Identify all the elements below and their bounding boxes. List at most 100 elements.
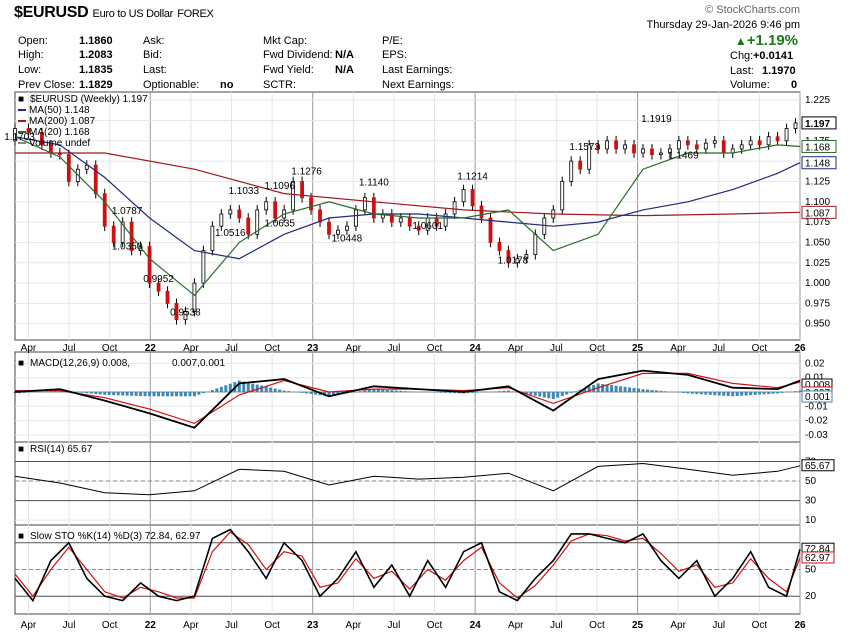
price-candle [694, 144, 699, 150]
macd-histogram-bar [497, 391, 501, 392]
x-tick-label: Oct [752, 343, 768, 354]
macd-histogram-bar [44, 391, 48, 392]
price-candle [775, 136, 780, 142]
legend-entry: MA(50) 1.148 [29, 105, 90, 116]
legend-entry: MA(200) 1.087 [29, 116, 96, 127]
macd-histogram-bar [556, 392, 560, 398]
macd-y-tick: -0.02 [805, 416, 828, 427]
price-candle [766, 136, 771, 146]
x-tick-label: Jul [63, 343, 76, 354]
macd-histogram-bar [762, 392, 766, 395]
macd-histogram-bar [439, 392, 443, 393]
ma200-line [15, 152, 801, 217]
macd-histogram-bar [569, 392, 573, 393]
macd-histogram-bar [394, 390, 398, 392]
price-candle [147, 246, 152, 284]
x-tick-label-bottom: Oct [427, 620, 443, 631]
macd-right-label: 0.001 [805, 392, 830, 403]
macd-histogram-bar [260, 385, 264, 392]
macd-histogram-bar [744, 392, 748, 396]
price-candle [345, 225, 349, 231]
macd-histogram-bar [13, 392, 17, 394]
macd-histogram-bar [758, 392, 762, 395]
macd-histogram-bar [417, 392, 421, 393]
price-right-label: 1.148 [805, 159, 830, 170]
macd-histogram-bar [735, 392, 739, 396]
price-candle [533, 233, 538, 256]
price-candle [40, 132, 44, 146]
macd-histogram-bar [542, 392, 546, 398]
macd-histogram-bar [457, 392, 461, 394]
macd-histogram-bar [49, 391, 53, 392]
macd-histogram-bar [197, 392, 201, 395]
macd-histogram-bar [610, 385, 614, 392]
macd-histogram-bar [780, 392, 784, 393]
macd-histogram-bar [390, 390, 394, 392]
x-tick-label-bottom: Apr [183, 620, 199, 631]
fwd-dividend-label: Fwd Dividend: [263, 49, 333, 61]
price-candle [174, 303, 179, 321]
sto-legend-square: ■ [18, 531, 24, 542]
macd-histogram-bar [493, 391, 497, 392]
open-label: Open: [18, 35, 48, 47]
macd-y-tick: 0.02 [805, 358, 825, 369]
x-tick-label-bottom: Oct [752, 620, 768, 631]
macd-histogram-bar [753, 392, 757, 395]
eps-label: EPS: [382, 49, 408, 61]
macd-histogram-bar [125, 392, 129, 396]
change-percent: ▲+1.19% [734, 32, 798, 49]
x-tick-label-bottom: Apr [21, 620, 37, 631]
low-value: 1.1835 [79, 64, 113, 76]
price-candle [596, 144, 601, 150]
macd-histogram-bar [381, 389, 385, 392]
macd-histogram-bar [699, 392, 703, 395]
volume-label: Volume: [730, 79, 770, 91]
macd-histogram-bar [224, 385, 228, 392]
macd-histogram-bar [538, 392, 542, 397]
macd-histogram-bar [174, 392, 178, 397]
high-value: 1.2083 [79, 49, 113, 61]
macd-histogram-bar [255, 384, 259, 392]
macd-histogram-bar [605, 384, 609, 392]
high-label: High: [18, 49, 44, 61]
macd-histogram-bar [686, 392, 690, 394]
macd-histogram-bar [179, 392, 183, 397]
price-candle [668, 148, 672, 154]
macd-histogram-bar [157, 392, 161, 397]
macd-histogram-bar [201, 392, 205, 394]
sctr-label: SCTR: [263, 79, 296, 91]
price-right-label: 1.087 [805, 208, 830, 219]
macd-histogram-bar [471, 392, 475, 393]
macd-histogram-bar [708, 392, 712, 395]
price-candle [739, 144, 744, 150]
x-tick-label: Oct [427, 343, 443, 354]
macd-y-tick: -0.01 [805, 401, 828, 412]
price-candle [255, 209, 260, 235]
exchange: FOREX [177, 8, 214, 20]
legend-entry: Volume undef [29, 138, 90, 149]
macd-histogram-bar [246, 382, 250, 392]
price-annotation: 1.1469 [668, 151, 699, 162]
price-candle [327, 221, 331, 235]
legend-square: ■ [18, 94, 24, 105]
macd-histogram-bar [282, 390, 286, 392]
macd-histogram-bar [354, 392, 358, 393]
price-y-tick: 0.975 [805, 298, 830, 309]
price-annotation: 1.1096 [264, 181, 295, 192]
x-tick-label-bottom: Jul [712, 620, 725, 631]
macd-histogram-bar [192, 392, 196, 397]
macd-right-label-box [801, 390, 833, 403]
price-candle [712, 140, 717, 144]
price-candle [793, 122, 798, 129]
price-y-tick: 1.050 [805, 237, 830, 248]
macd-histogram-bar [690, 392, 694, 394]
macd-histogram-bar [143, 392, 147, 397]
macd-histogram-bar [650, 390, 654, 392]
macd-histogram-bar [372, 389, 376, 392]
macd-histogram-bar [403, 391, 407, 392]
price-annotation: 1.1140 [359, 177, 389, 188]
macd-histogram-bar [623, 386, 627, 392]
x-tick-label: 22 [145, 343, 157, 354]
macd-histogram-bar [731, 392, 735, 397]
macd-y-tick: 0.01 [805, 373, 825, 384]
